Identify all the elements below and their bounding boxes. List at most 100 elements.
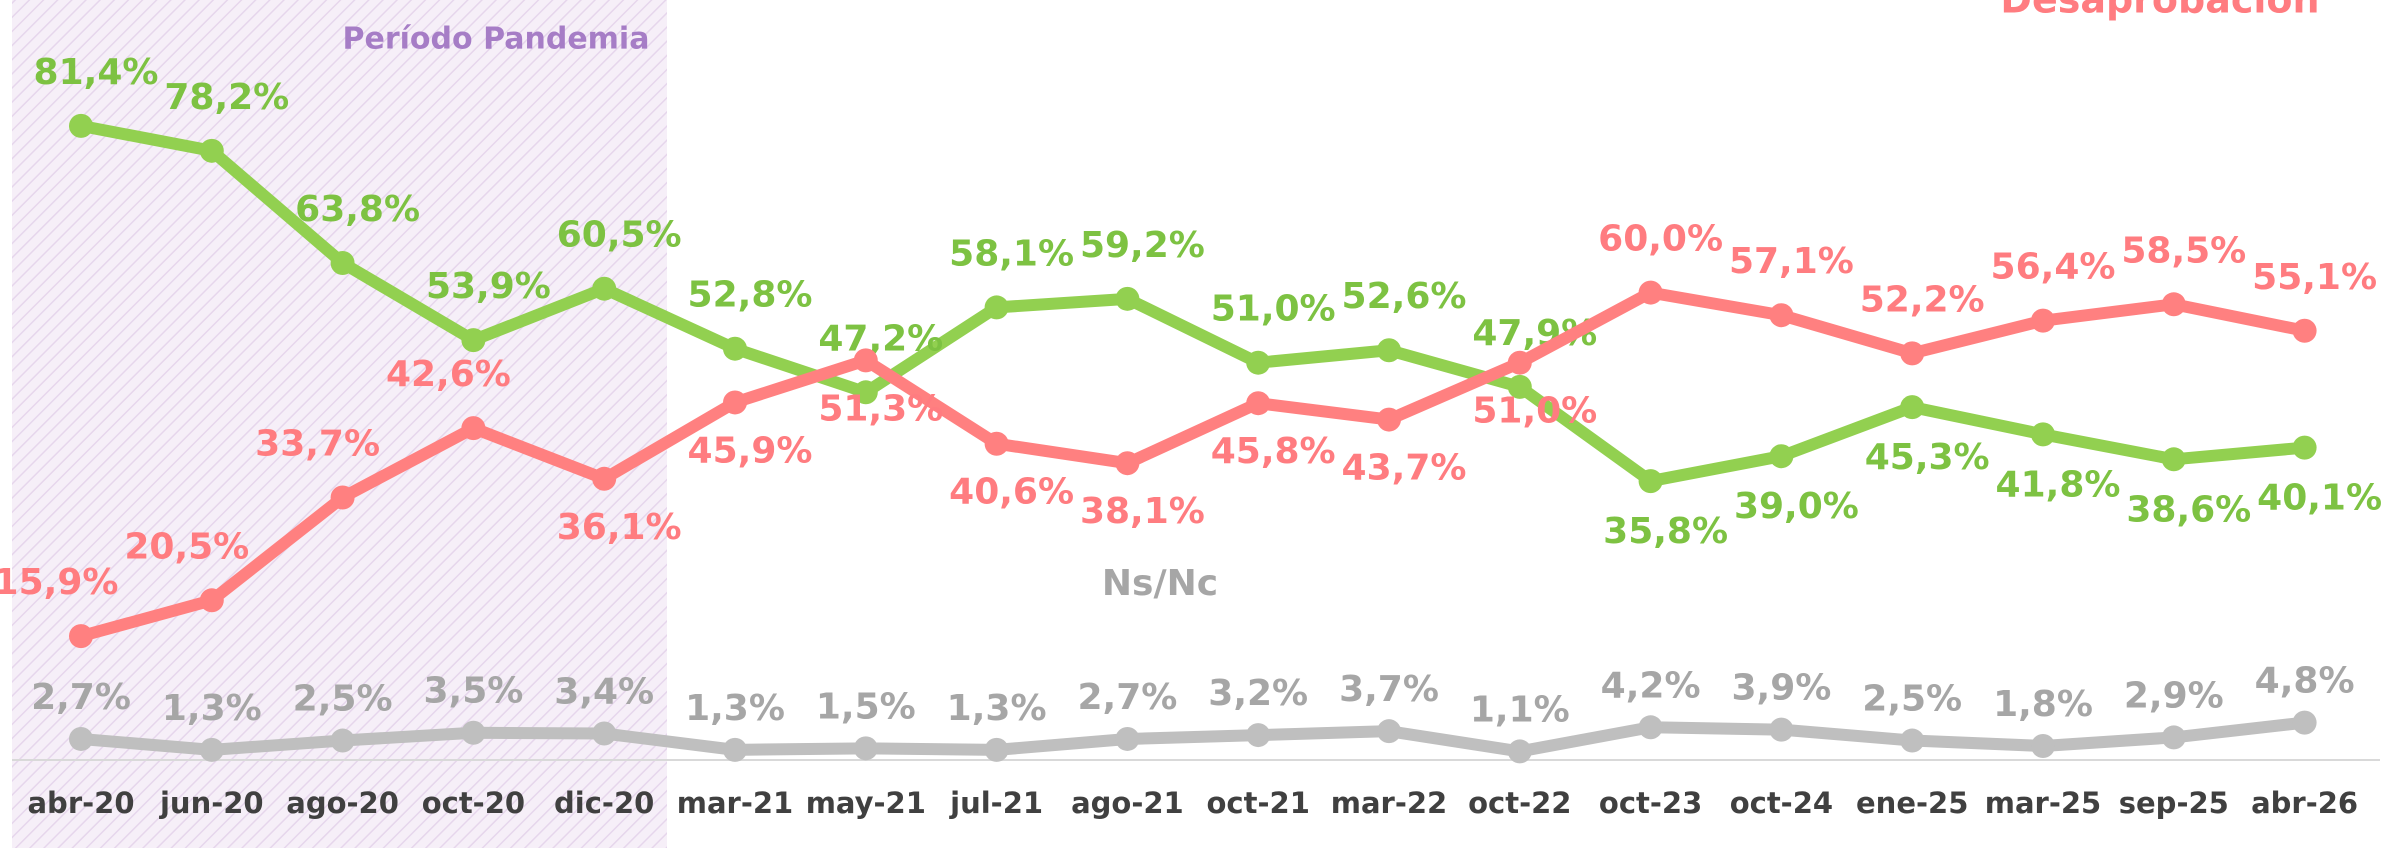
annotation: Período Pandemia: [343, 22, 650, 57]
x-tick-label: oct-24: [1730, 786, 1833, 820]
point: [1507, 350, 1532, 375]
data-label: 3,4%: [554, 672, 654, 713]
point: [592, 466, 617, 491]
point: [1377, 338, 1401, 363]
point: [461, 720, 486, 745]
data-label: 1,3%: [947, 688, 1047, 729]
data-label: 40,6%: [949, 472, 1074, 513]
point: [199, 737, 224, 762]
data-label: 47,2%: [818, 318, 943, 359]
x-tick-label: oct-22: [1468, 786, 1571, 820]
point: [984, 295, 1009, 320]
data-label: 2,5%: [293, 679, 393, 720]
pandemic-region: [12, 0, 667, 848]
data-label: 60,0%: [1598, 219, 1723, 260]
data-label: 35,8%: [1603, 511, 1728, 552]
data-label: 2,5%: [1862, 679, 1962, 720]
point: [1246, 723, 1271, 748]
series-name: Desaprobación: [2000, 0, 2319, 22]
data-label: 2,7%: [1077, 677, 1177, 718]
data-label: 55,1%: [2252, 257, 2377, 298]
point: [723, 336, 747, 361]
point: [1638, 280, 1663, 305]
x-tick-label: abr-20: [27, 786, 134, 820]
data-label: 51,0%: [1211, 289, 1336, 330]
data-label: 1,3%: [162, 688, 262, 729]
point: [723, 390, 747, 415]
point: [2292, 435, 2317, 460]
point: [69, 624, 93, 649]
point: [1769, 444, 1794, 469]
data-label: 45,8%: [1211, 431, 1336, 472]
point: [1769, 303, 1794, 328]
data-label: 2,9%: [2124, 675, 2224, 716]
point: [69, 726, 93, 751]
data-label: 3,9%: [1731, 668, 1831, 709]
point: [1507, 374, 1532, 399]
data-label: 56,4%: [1991, 247, 2116, 288]
point: [2161, 725, 2186, 750]
x-tick-label: mar-25: [1985, 786, 2101, 820]
data-label: 63,8%: [295, 189, 420, 230]
data-label: 3,7%: [1339, 669, 1439, 710]
data-label: 33,7%: [255, 423, 380, 464]
point: [592, 721, 617, 746]
data-label: 60,5%: [557, 215, 682, 256]
x-tick-label: jul-21: [949, 786, 1043, 820]
data-label: 52,8%: [688, 275, 813, 316]
data-label: 3,2%: [1208, 673, 1308, 714]
point: [1900, 341, 1925, 366]
point: [2031, 422, 2055, 447]
data-label: 45,3%: [1865, 437, 1990, 478]
point: [1246, 391, 1271, 416]
data-label: 1,1%: [1470, 689, 1570, 730]
data-label: 4,8%: [2255, 661, 2355, 702]
point: [853, 380, 878, 405]
point: [723, 737, 747, 762]
point: [592, 276, 617, 301]
data-label: 39,0%: [1734, 486, 1859, 527]
point: [1507, 739, 1532, 764]
point: [984, 737, 1009, 762]
data-label: 58,5%: [2121, 230, 2246, 271]
point: [461, 328, 486, 353]
point: [199, 138, 224, 163]
point: [984, 431, 1009, 456]
point: [1115, 726, 1140, 751]
data-label: 81,4%: [34, 52, 159, 93]
data-label: 58,1%: [949, 233, 1074, 274]
point: [2292, 710, 2317, 735]
data-label: 38,6%: [2126, 489, 2251, 530]
series-line: [80, 716, 2306, 758]
data-label: 52,2%: [1860, 279, 1985, 320]
x-tick-label: sep-25: [2119, 786, 2229, 820]
point: [2161, 447, 2186, 472]
x-tick-label: ago-21: [1071, 786, 1184, 820]
data-label: 1,3%: [685, 688, 785, 729]
x-tick-label: oct-21: [1207, 786, 1310, 820]
series-name: Ns/Nc: [1102, 563, 1218, 604]
data-label: 2,7%: [31, 677, 131, 718]
point: [1638, 715, 1663, 740]
data-label: 36,1%: [557, 507, 682, 548]
data-label: 40,1%: [2257, 478, 2382, 519]
data-label: 20,5%: [124, 526, 249, 567]
point: [853, 348, 878, 373]
point: [853, 736, 878, 761]
series-line: [79, 286, 2306, 642]
point: [330, 485, 355, 510]
data-label: 52,6%: [1342, 276, 1467, 317]
data-label: 51,0%: [1472, 391, 1597, 432]
x-tick-label: ene-25: [1856, 786, 1968, 820]
data-label: 51,3%: [818, 388, 943, 429]
point: [1115, 286, 1140, 311]
point: [330, 728, 355, 753]
point: [1638, 469, 1663, 494]
point: [1900, 728, 1925, 753]
data-label: 57,1%: [1729, 241, 1854, 282]
point: [1377, 719, 1401, 744]
x-tick-label: mar-22: [1331, 786, 1447, 820]
data-label: 59,2%: [1080, 225, 1205, 266]
x-tick-label: dic-20: [554, 786, 654, 820]
